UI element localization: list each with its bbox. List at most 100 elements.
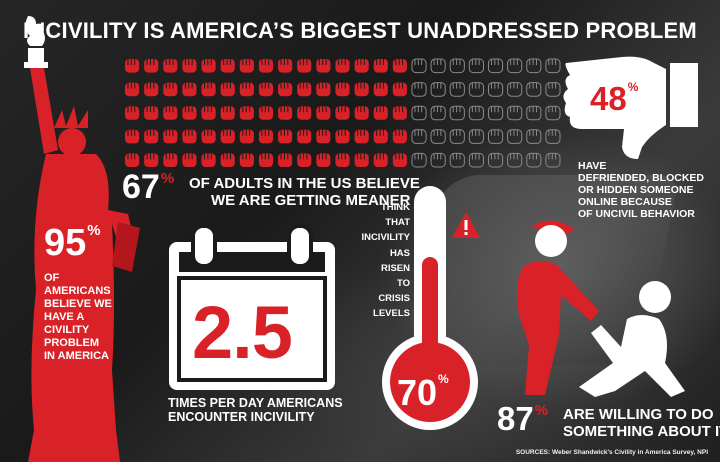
fist-icon — [430, 82, 446, 97]
fist-icon — [430, 129, 446, 144]
stat-95-text: OF AMERICANS BELIEVE WE HAVE A CIVILITY … — [44, 272, 124, 363]
fist-icon — [239, 153, 254, 167]
stat-87-line1: ARE WILLING TO DO — [563, 406, 714, 423]
fist-icon — [354, 153, 369, 167]
stat-95-value: 95 — [44, 222, 87, 264]
stat-67-text: OF ADULTS IN THE US BELIEVE WE ARE GETTI… — [189, 175, 420, 209]
fist-icon — [258, 82, 274, 97]
fist-icon — [335, 59, 350, 73]
fist-icon — [373, 106, 388, 120]
fist-icon — [373, 153, 388, 167]
fist-icon — [144, 153, 159, 167]
fist-icon — [125, 129, 140, 144]
fist-icon — [239, 129, 254, 144]
fist-icon — [125, 82, 140, 97]
fist-icon — [182, 82, 197, 97]
fist-icon — [354, 106, 369, 120]
sources-note: SOURCES: Weber Shandwick's Civility in A… — [515, 449, 708, 456]
fist-icon — [297, 59, 312, 73]
stat-48-line: OR HIDDEN SOMEONE — [578, 184, 694, 196]
fist-icon — [373, 82, 388, 97]
fist-icon — [526, 129, 542, 144]
fist-icon — [278, 129, 293, 144]
stat-95-line: OF — [44, 272, 60, 284]
fist-icon — [125, 153, 140, 167]
fist-icon — [526, 58, 542, 74]
fist-icon — [163, 129, 178, 144]
fist-icon — [335, 153, 350, 167]
fist-icon — [526, 152, 542, 168]
fist-icon — [220, 153, 235, 167]
fist-icon — [163, 106, 178, 120]
fist-icon — [220, 82, 235, 97]
fist-grid — [125, 58, 561, 168]
fist-icon — [125, 106, 140, 120]
stat-70-line: THAT — [385, 217, 410, 229]
fist-icon — [239, 106, 254, 120]
stat-48-line: ONLINE BECAUSE — [578, 196, 672, 208]
fist-icon — [201, 153, 216, 167]
fist-icon — [297, 129, 312, 144]
stat-95-line: IN AMERICA — [44, 350, 109, 362]
stat-87-unit: % — [534, 402, 549, 419]
fist-icon — [163, 59, 178, 73]
fist-icon — [468, 105, 484, 121]
fist-icon — [411, 82, 427, 97]
fist-icon — [182, 106, 197, 120]
fist-icon — [278, 59, 293, 73]
fist-icon — [468, 152, 484, 168]
fist-icon — [220, 129, 235, 144]
stat-67-group: 67% OF ADULTS IN THE US BELIEVE WE ARE G… — [122, 168, 420, 209]
calendar-icon — [169, 224, 335, 390]
fist-icon — [507, 105, 523, 121]
stat-48-unit: % — [627, 80, 639, 94]
stat-67-value: 67 — [122, 168, 160, 206]
fist-icon — [258, 129, 274, 144]
thumbs-down-icon — [563, 56, 698, 159]
helping-people-icon — [517, 220, 685, 397]
fist-icon — [430, 58, 446, 74]
fist-icon — [373, 129, 388, 144]
fist-icon — [144, 59, 159, 73]
fist-icon — [316, 82, 331, 97]
fist-icon — [335, 129, 350, 144]
stat-87-group: 87% ARE WILLING TO DO SOMETHING ABOUT IT — [497, 400, 720, 440]
fist-icon — [507, 152, 523, 168]
stat-87-line2: SOMETHING ABOUT IT — [563, 423, 720, 440]
fist-icon — [487, 82, 504, 97]
fist-icon — [545, 58, 561, 74]
fist-icon — [392, 153, 407, 167]
fist-icon — [201, 129, 216, 144]
fist-icon — [144, 106, 159, 120]
fist-icon — [278, 153, 293, 167]
stat-70-line: RISEN — [380, 262, 410, 274]
fist-icon — [430, 152, 446, 168]
stat-2-5-value: 2.5 — [192, 291, 293, 374]
fist-icon — [468, 58, 484, 74]
fist-icon — [392, 129, 407, 144]
statue-of-liberty-icon — [24, 16, 140, 462]
fist-icon — [545, 129, 561, 144]
fist-icon — [297, 106, 312, 120]
stat-87-value: 87 — [497, 400, 534, 437]
fist-icon — [392, 106, 407, 120]
fist-icon — [258, 153, 274, 167]
stat-2-5-line2: ENCOUNTER INCIVILITY — [168, 410, 315, 424]
fist-icon — [239, 59, 254, 73]
fist-icon — [526, 105, 542, 121]
fist-icon — [182, 59, 197, 73]
fist-icon — [354, 82, 369, 97]
fist-icon — [545, 152, 561, 168]
fist-icon — [316, 59, 331, 73]
stat-87-text: ARE WILLING TO DO SOMETHING ABOUT IT — [563, 406, 720, 440]
fist-icon — [144, 82, 159, 97]
fist-icon — [258, 59, 274, 73]
fist-icon — [392, 59, 407, 73]
fist-icon — [297, 82, 312, 97]
fist-icon — [507, 82, 523, 97]
stat-48-line: OF UNCIVIL BEHAVIOR — [578, 208, 695, 220]
fist-icon — [449, 152, 465, 168]
stat-2-5-line1: TIMES PER DAY AMERICANS — [168, 396, 343, 410]
stat-95-unit: % — [87, 222, 101, 239]
fist-icon — [316, 129, 331, 144]
